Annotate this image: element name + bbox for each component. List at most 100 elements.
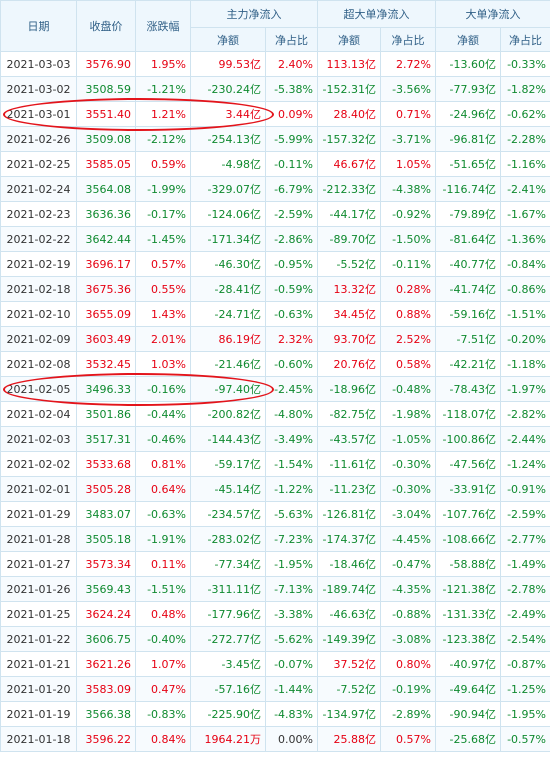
cell-main-amount: -283.02亿 bbox=[190, 526, 266, 552]
cell-large-ratio: -0.57% bbox=[500, 726, 550, 752]
cell-large-amount: -108.66亿 bbox=[435, 526, 501, 552]
cell-change: -1.99% bbox=[135, 176, 191, 202]
cell-main-amount: -329.07亿 bbox=[190, 176, 266, 202]
cell-large-amount: -51.65亿 bbox=[435, 151, 501, 177]
table-row[interactable]: 2021-02-04 3501.86 -0.44% -200.82亿 -4.80% -82… bbox=[0, 401, 550, 427]
cell-date: 2021-02-10 bbox=[0, 301, 77, 327]
cell-main-ratio: -1.44% bbox=[265, 676, 318, 702]
table-row[interactable]: 2021-01-25 3624.24 0.48% -177.96亿 -3.38% -46.… bbox=[0, 601, 550, 627]
table-row[interactable]: 2021-02-05 3496.33 -0.16% -97.40亿 -2.45% -18.… bbox=[0, 376, 550, 402]
cell-super-large-amount: -149.39亿 bbox=[317, 626, 381, 652]
cell-super-large-ratio: 0.28% bbox=[380, 276, 436, 302]
cell-super-large-ratio: -0.19% bbox=[380, 676, 436, 702]
cell-date: 2021-02-05 bbox=[0, 376, 77, 402]
cell-super-large-amount: -11.61亿 bbox=[317, 451, 381, 477]
cell-main-ratio: -3.49% bbox=[265, 426, 318, 452]
cell-close: 3517.31 bbox=[76, 426, 136, 452]
cell-main-amount: -254.13亿 bbox=[190, 126, 266, 152]
table-row[interactable]: 2021-02-03 3517.31 -0.46% -144.43亿 -3.49% -43… bbox=[0, 426, 550, 452]
cell-large-ratio: -2.77% bbox=[500, 526, 550, 552]
cell-main-ratio: -1.54% bbox=[265, 451, 318, 477]
table-row[interactable]: 2021-02-19 3696.17 0.57% -46.30亿 -0.95% -5.52… bbox=[0, 251, 550, 277]
table-row[interactable]: 2021-02-26 3509.08 -2.12% -254.13亿 -5.99% -15… bbox=[0, 126, 550, 152]
table-row[interactable]: 2021-01-19 3566.38 -0.83% -225.90亿 -4.83% -13… bbox=[0, 701, 550, 727]
cell-main-amount: -144.43亿 bbox=[190, 426, 266, 452]
cell-large-amount: -47.56亿 bbox=[435, 451, 501, 477]
cell-super-large-amount: -43.57亿 bbox=[317, 426, 381, 452]
cell-date: 2021-02-19 bbox=[0, 251, 77, 277]
cell-change: 1.21% bbox=[135, 101, 191, 127]
cell-super-large-ratio: -4.38% bbox=[380, 176, 436, 202]
header-super-large-net: 超大单净流入 bbox=[317, 0, 436, 28]
table-row[interactable]: 2021-01-26 3569.43 -1.51% -311.11亿 -7.13% -18… bbox=[0, 576, 550, 602]
cell-close: 3501.86 bbox=[76, 401, 136, 427]
cell-close: 3583.09 bbox=[76, 676, 136, 702]
cell-main-ratio: 0.09% bbox=[265, 101, 318, 127]
cell-super-large-amount: -212.33亿 bbox=[317, 176, 381, 202]
cell-change: -1.45% bbox=[135, 226, 191, 252]
table-row[interactable]: 2021-02-22 3642.44 -1.45% -171.34亿 -2.86% -89… bbox=[0, 226, 550, 252]
table-row[interactable]: 2021-02-23 3636.36 -0.17% -124.06亿 -2.59% -44… bbox=[0, 201, 550, 227]
table-row[interactable]: 2021-02-01 3505.28 0.64% -45.14亿 -1.22% -11.2… bbox=[0, 476, 550, 502]
cell-super-large-amount: -189.74亿 bbox=[317, 576, 381, 602]
cell-close: 3508.59 bbox=[76, 76, 136, 102]
cell-large-ratio: -2.44% bbox=[500, 426, 550, 452]
table-row[interactable]: 2021-01-20 3583.09 0.47% -57.16亿 -1.44% -7.52… bbox=[0, 676, 550, 702]
cell-close: 3564.08 bbox=[76, 176, 136, 202]
cell-close: 3596.22 bbox=[76, 726, 136, 752]
cell-large-ratio: -1.36% bbox=[500, 226, 550, 252]
table-row[interactable]: 2021-01-21 3621.26 1.07% -3.45亿 -0.07% 37.52亿… bbox=[0, 651, 550, 677]
header-large-amount[interactable]: 净额 bbox=[435, 27, 501, 52]
table-row[interactable]: 2021-03-01 3551.40 1.21% 3.44亿 0.09% 28.40亿 0.… bbox=[0, 101, 550, 127]
cell-date: 2021-01-27 bbox=[0, 551, 77, 577]
table-row[interactable]: 2021-02-02 3533.68 0.81% -59.17亿 -1.54% -11.6… bbox=[0, 451, 550, 477]
cell-change: 0.81% bbox=[135, 451, 191, 477]
cell-large-ratio: -1.25% bbox=[500, 676, 550, 702]
cell-change: -0.46% bbox=[135, 426, 191, 452]
cell-super-large-ratio: 1.05% bbox=[380, 151, 436, 177]
cell-super-large-amount: -44.17亿 bbox=[317, 201, 381, 227]
header-date[interactable]: 日期 bbox=[0, 0, 77, 52]
cell-large-amount: -7.51亿 bbox=[435, 326, 501, 352]
header-main-amount[interactable]: 净额 bbox=[190, 27, 266, 52]
cell-main-amount: -234.57亿 bbox=[190, 501, 266, 527]
cell-large-amount: -107.76亿 bbox=[435, 501, 501, 527]
header-large-ratio[interactable]: 净占比 bbox=[500, 27, 550, 52]
table-row[interactable]: 2021-01-22 3606.75 -0.40% -272.77亿 -5.62% -14… bbox=[0, 626, 550, 652]
cell-large-amount: -25.68亿 bbox=[435, 726, 501, 752]
header-main-ratio[interactable]: 净占比 bbox=[265, 27, 318, 52]
table-row[interactable]: 2021-02-25 3585.05 0.59% -4.98亿 -0.11% 46.67亿… bbox=[0, 151, 550, 177]
header-close[interactable]: 收盘价 bbox=[76, 0, 136, 52]
header-change[interactable]: 涨跌幅 bbox=[135, 0, 191, 52]
header-super-large-amount[interactable]: 净额 bbox=[317, 27, 381, 52]
table-row[interactable]: 2021-01-29 3483.07 -0.63% -234.57亿 -5.63% -12… bbox=[0, 501, 550, 527]
table-row[interactable]: 2021-03-02 3508.59 -1.21% -230.24亿 -5.38% -15… bbox=[0, 76, 550, 102]
table-row[interactable]: 2021-02-10 3655.09 1.43% -24.71亿 -0.63% 34.45… bbox=[0, 301, 550, 327]
cell-close: 3576.90 bbox=[76, 51, 136, 77]
cell-large-ratio: -0.86% bbox=[500, 276, 550, 302]
cell-large-amount: -77.93亿 bbox=[435, 76, 501, 102]
table-row[interactable]: 2021-01-18 3596.22 0.84% 1964.21万 0.00% 25.88… bbox=[0, 726, 550, 752]
cell-close: 3636.36 bbox=[76, 201, 136, 227]
table-row[interactable]: 2021-03-03 3576.90 1.95% 99.53亿 2.40% 113.13亿… bbox=[0, 51, 550, 77]
cell-large-amount: -131.33亿 bbox=[435, 601, 501, 627]
cell-change: 0.55% bbox=[135, 276, 191, 302]
cell-large-ratio: -2.49% bbox=[500, 601, 550, 627]
table-row[interactable]: 2021-02-24 3564.08 -1.99% -329.07亿 -6.79% -21… bbox=[0, 176, 550, 202]
table-row[interactable]: 2021-02-18 3675.36 0.55% -28.41亿 -0.59% 13.32… bbox=[0, 276, 550, 302]
cell-date: 2021-01-21 bbox=[0, 651, 77, 677]
table-row[interactable]: 2021-01-28 3505.18 -1.91% -283.02亿 -7.23% -17… bbox=[0, 526, 550, 552]
cell-main-amount: 3.44亿 bbox=[190, 101, 266, 127]
cell-super-large-amount: -126.81亿 bbox=[317, 501, 381, 527]
cell-close: 3585.05 bbox=[76, 151, 136, 177]
table-row[interactable]: 2021-02-09 3603.49 2.01% 86.19亿 2.32% 93.70亿 2… bbox=[0, 326, 550, 352]
cell-close: 3621.26 bbox=[76, 651, 136, 677]
cell-close: 3642.44 bbox=[76, 226, 136, 252]
cell-super-large-ratio: -1.05% bbox=[380, 426, 436, 452]
cell-super-large-ratio: 0.71% bbox=[380, 101, 436, 127]
cell-main-amount: -200.82亿 bbox=[190, 401, 266, 427]
header-super-large-ratio[interactable]: 净占比 bbox=[380, 27, 436, 52]
table-row[interactable]: 2021-02-08 3532.45 1.03% -21.46亿 -0.60% 20.76… bbox=[0, 351, 550, 377]
table-row[interactable]: 2021-01-27 3573.34 0.11% -77.34亿 -1.95% -18.4… bbox=[0, 551, 550, 577]
cell-change: -0.17% bbox=[135, 201, 191, 227]
